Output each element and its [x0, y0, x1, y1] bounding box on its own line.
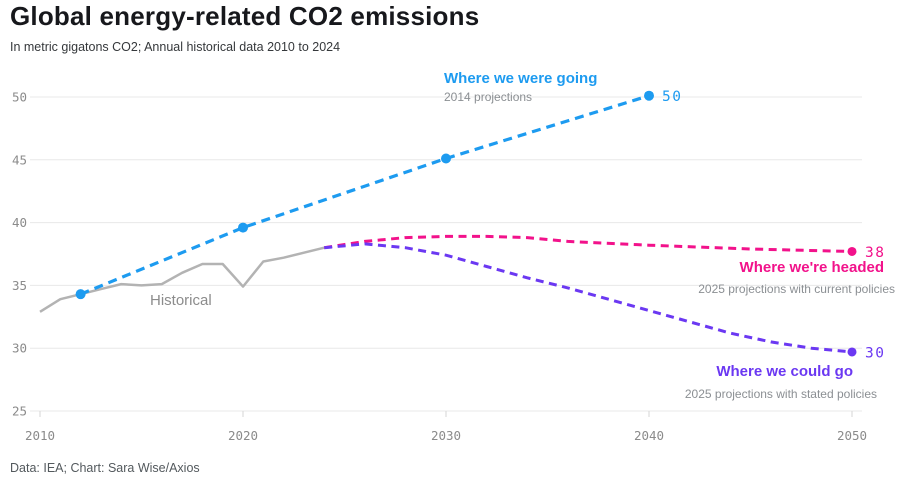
- page-subtitle: In metric gigatons CO2; Annual historica…: [10, 40, 341, 54]
- y-axis-tick-label: 50: [12, 89, 27, 104]
- end-value-label: 38: [865, 245, 885, 261]
- x-axis-tick-label: 2030: [431, 428, 461, 443]
- data-point: [847, 347, 857, 357]
- annotation-were-going-sub: 2014 projections: [444, 90, 533, 104]
- annotation-were-going: Where we were going 2014 projections: [444, 70, 597, 104]
- y-axis-tick-label: 25: [12, 404, 27, 419]
- annotation-could-go-label: Where we could go: [716, 363, 853, 380]
- data-point: [75, 289, 86, 300]
- series-line-3: [324, 242, 853, 354]
- x-axis-tick-label: 2010: [25, 428, 55, 443]
- end-value-label: 30: [865, 345, 885, 361]
- y-axis-tick-label: 40: [12, 215, 27, 230]
- source-credit: Data: IEA; Chart: Sara Wise/Axios: [10, 461, 200, 475]
- end-value-label: 50: [662, 89, 682, 105]
- annotation-were-going-label: Where we were going: [444, 70, 598, 87]
- data-point: [644, 90, 654, 101]
- series-line-2: [323, 234, 853, 253]
- data-point: [238, 222, 248, 233]
- data-point: [847, 246, 857, 256]
- annotation-historical-label: Historical: [150, 292, 212, 309]
- annotation-could-go-sub: 2025 projections with stated policies: [684, 387, 877, 401]
- x-axis-tick-label: 2040: [634, 428, 664, 443]
- y-axis-tick-label: 30: [12, 341, 27, 356]
- x-axis-tick-label: 2020: [228, 428, 258, 443]
- data-point: [441, 153, 451, 164]
- y-axis-tick-label: 45: [12, 152, 27, 167]
- x-axis-tick-label: 2050: [837, 428, 867, 443]
- annotation-headed-sub: 2025 projections with current policies: [698, 282, 895, 296]
- annotation-headed-label: Where we're headed: [739, 259, 884, 276]
- series-line-1: [79, 94, 650, 296]
- y-axis-tick-label: 35: [12, 278, 27, 293]
- page-title: Global energy-related CO2 emissions: [10, 1, 480, 31]
